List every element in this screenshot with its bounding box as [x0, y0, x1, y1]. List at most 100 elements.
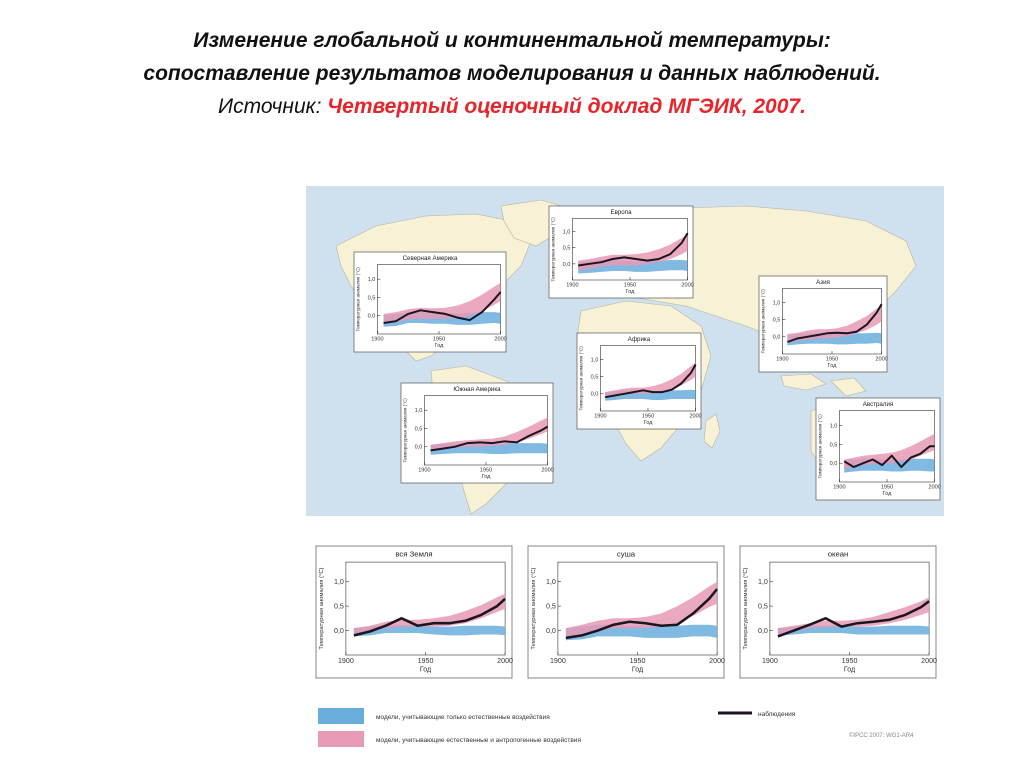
- panel-2-ylabel: Температурная аномалия (°C): [760, 289, 765, 354]
- panel-5-observed-line: [843, 445, 935, 468]
- panel-1-xtick-label-1: 1950: [624, 283, 636, 289]
- panel-7-xlabel: Год: [632, 665, 644, 673]
- panel-8-ylabel: Температурная аномалия (°C): [743, 567, 749, 649]
- panel-6-observed-line: [353, 597, 506, 637]
- panel-1-xtick-label-2: 2000: [681, 283, 693, 289]
- panel-0: Северная Америка 1,0 0,5 0,0 1900 1950 2000 Год…: [353, 251, 507, 353]
- panel-7-xtick-label-0: 1900: [550, 657, 566, 665]
- panel-1-title: Европа: [610, 209, 632, 216]
- panel-4-ytick-label-0: 1,0: [415, 408, 423, 414]
- panel-2-xlabel: Год: [828, 363, 838, 369]
- panel-5-xtick-label-2: 2000: [928, 485, 940, 491]
- panel-0-ytick-label-0: 1,0: [368, 277, 376, 283]
- source-name: Четвертый оценочный доклад МГЭИК, 2007.: [327, 95, 806, 118]
- panel-0-xtick-label-1: 1950: [433, 337, 445, 343]
- figure-credit: ©IPCC 2007: WG1-AR4: [849, 732, 914, 739]
- panel-4-title: Южная Америка: [453, 386, 501, 393]
- panel-7-ytick-label-1: 0,5: [546, 603, 556, 611]
- panel-2-xtick-label-1: 1950: [826, 357, 838, 363]
- panel-2: Азия 1,0 0,5 0,0 1900 1950 2000 Год Температурна…: [758, 275, 888, 373]
- panel-8-ytick-label-0: 1,0: [758, 578, 768, 586]
- panel-5-ytick-label-0: 1,0: [830, 424, 838, 430]
- panel-5-combined-band: [844, 433, 935, 469]
- panel-5-xtick-label-0: 1900: [833, 485, 845, 491]
- panel-4-ylabel: Температурная аномалия (°C): [402, 398, 407, 463]
- panel-6-ytick-label-2: 0,0: [334, 627, 344, 635]
- panel-0-ylabel: Температурная аномалия (°C): [355, 267, 360, 332]
- panel-0-title: Северная Америка: [403, 255, 458, 262]
- legend-natural-swatch: [318, 708, 364, 724]
- panel-7: суша 1,0 0,5 0,0 1900 1950 2000 Год Температурна…: [527, 545, 725, 679]
- panel-1-observed-line: [578, 232, 689, 267]
- panel-7-ytick-label-2: 0,0: [546, 627, 556, 635]
- panel-1-xlabel: Год: [626, 289, 636, 295]
- panel-3-ylabel: Температурная аномалия (°C): [578, 346, 583, 411]
- panel-8-xtick-label-2: 2000: [921, 657, 937, 665]
- panel-2-combined-band: [787, 305, 882, 343]
- panel-4-xtick-label-0: 1900: [418, 468, 430, 474]
- panel-4: Южная Америка 1,0 0,5 0,0 1900 1950 2000 Год Тем…: [400, 382, 554, 484]
- panel-6-ylabel: Температурная аномалия (°C): [319, 567, 325, 649]
- panel-8-xlabel: Год: [844, 665, 856, 673]
- panel-4-xtick-label-1: 1950: [480, 468, 492, 474]
- panel-8-xtick-label-0: 1900: [762, 657, 778, 665]
- panel-3-observed-line: [605, 364, 697, 399]
- panel-4-xtick-label-2: 2000: [541, 468, 553, 474]
- slide-title: Изменение глобальной и континентальной т…: [40, 24, 984, 123]
- panel-5-ytick-label-1: 0,5: [830, 442, 838, 448]
- panel-5-xlabel: Год: [883, 491, 893, 497]
- panel-7-ylabel: Температурная аномалия (°C): [531, 567, 537, 649]
- panel-5-title: Австралия: [863, 401, 894, 408]
- panel-6-xtick-label-1: 1950: [418, 657, 434, 665]
- panel-7-ytick-label-0: 1,0: [546, 578, 556, 586]
- panel-1-ytick-label-1: 0,5: [563, 246, 571, 252]
- legend-observed-label: наблюдения: [758, 710, 796, 718]
- ipcc-figure: Северная Америка 1,0 0,5 0,0 1900 1950 2000 Год…: [306, 186, 944, 764]
- panel-3-ytick-label-2: 0,0: [591, 392, 599, 398]
- panel-0-ytick-label-1: 0,5: [368, 295, 376, 301]
- title-line-1: Изменение глобальной и континентальной т…: [193, 29, 831, 52]
- panel-6-ytick-label-1: 0,5: [334, 603, 344, 611]
- panel-4-observed-line: [430, 425, 549, 452]
- panel-1: Европа 1,0 0,5 0,0 1900 1950 2000 Год Температур…: [548, 205, 694, 299]
- panel-8-combined-band: [777, 597, 930, 635]
- panel-5-xtick-label-1: 1950: [881, 485, 893, 491]
- panel-8-observed-line: [777, 600, 930, 638]
- panel-7-combined-band: [565, 581, 718, 638]
- panel-3-xtick-label-0: 1900: [594, 414, 606, 420]
- panel-0-ytick-label-2: 0,0: [368, 314, 376, 320]
- panel-8-ytick-label-1: 0,5: [758, 603, 768, 611]
- panel-8: океан 1,0 0,5 0,0 1900 1950 2000 Год Температурн…: [739, 545, 937, 679]
- source-label: Источник:: [218, 95, 322, 118]
- panel-7-title: суша: [617, 549, 636, 558]
- panel-2-xtick-label-2: 2000: [875, 357, 887, 363]
- panel-6-xtick-label-0: 1900: [338, 657, 354, 665]
- title-source-line: Источник: Четвертый оценочный доклад МГЭ…: [40, 90, 984, 123]
- panel-0-combined-band: [383, 282, 501, 324]
- panel-0-xtick-label-0: 1900: [371, 337, 383, 343]
- panel-4-xlabel: Год: [482, 474, 492, 480]
- panel-5: Австралия 1,0 0,5 0,0 1900 1950 2000 Год Темпера…: [815, 397, 941, 501]
- panel-8-xtick-label-1: 1950: [842, 657, 858, 665]
- panel-8-natural-band: [777, 625, 930, 636]
- panel-7-xtick-label-2: 2000: [709, 657, 725, 665]
- panel-8-title: океан: [828, 549, 849, 558]
- panel-4-ytick-label-1: 0,5: [415, 426, 423, 432]
- legend-natural-label: модели, учитывающие только естественные …: [376, 713, 550, 721]
- panel-0-observed-line: [383, 291, 502, 324]
- panel-2-xtick-label-0: 1900: [776, 357, 788, 363]
- panel-6-combined-band: [353, 593, 506, 635]
- panel-2-observed-line: [787, 303, 883, 343]
- panel-6-title: вся Земля: [395, 549, 432, 558]
- panel-2-ytick-label-1: 0,5: [773, 318, 781, 324]
- island-madagascar: [703, 413, 721, 449]
- legend-combined-swatch: [318, 731, 364, 747]
- title-line-2: сопоставление результатов моделирования …: [143, 62, 881, 85]
- panel-1-ytick-label-2: 0,0: [563, 262, 571, 268]
- panel-0-xtick-label-2: 2000: [494, 337, 506, 343]
- panel-1-ytick-label-0: 1,0: [563, 229, 571, 235]
- panel-5-ytick-label-2: 0,0: [830, 461, 838, 467]
- panel-3-ytick-label-0: 1,0: [591, 357, 599, 363]
- panel-8-ytick-label-2: 0,0: [758, 627, 768, 635]
- panel-2-ytick-label-2: 0,0: [773, 335, 781, 341]
